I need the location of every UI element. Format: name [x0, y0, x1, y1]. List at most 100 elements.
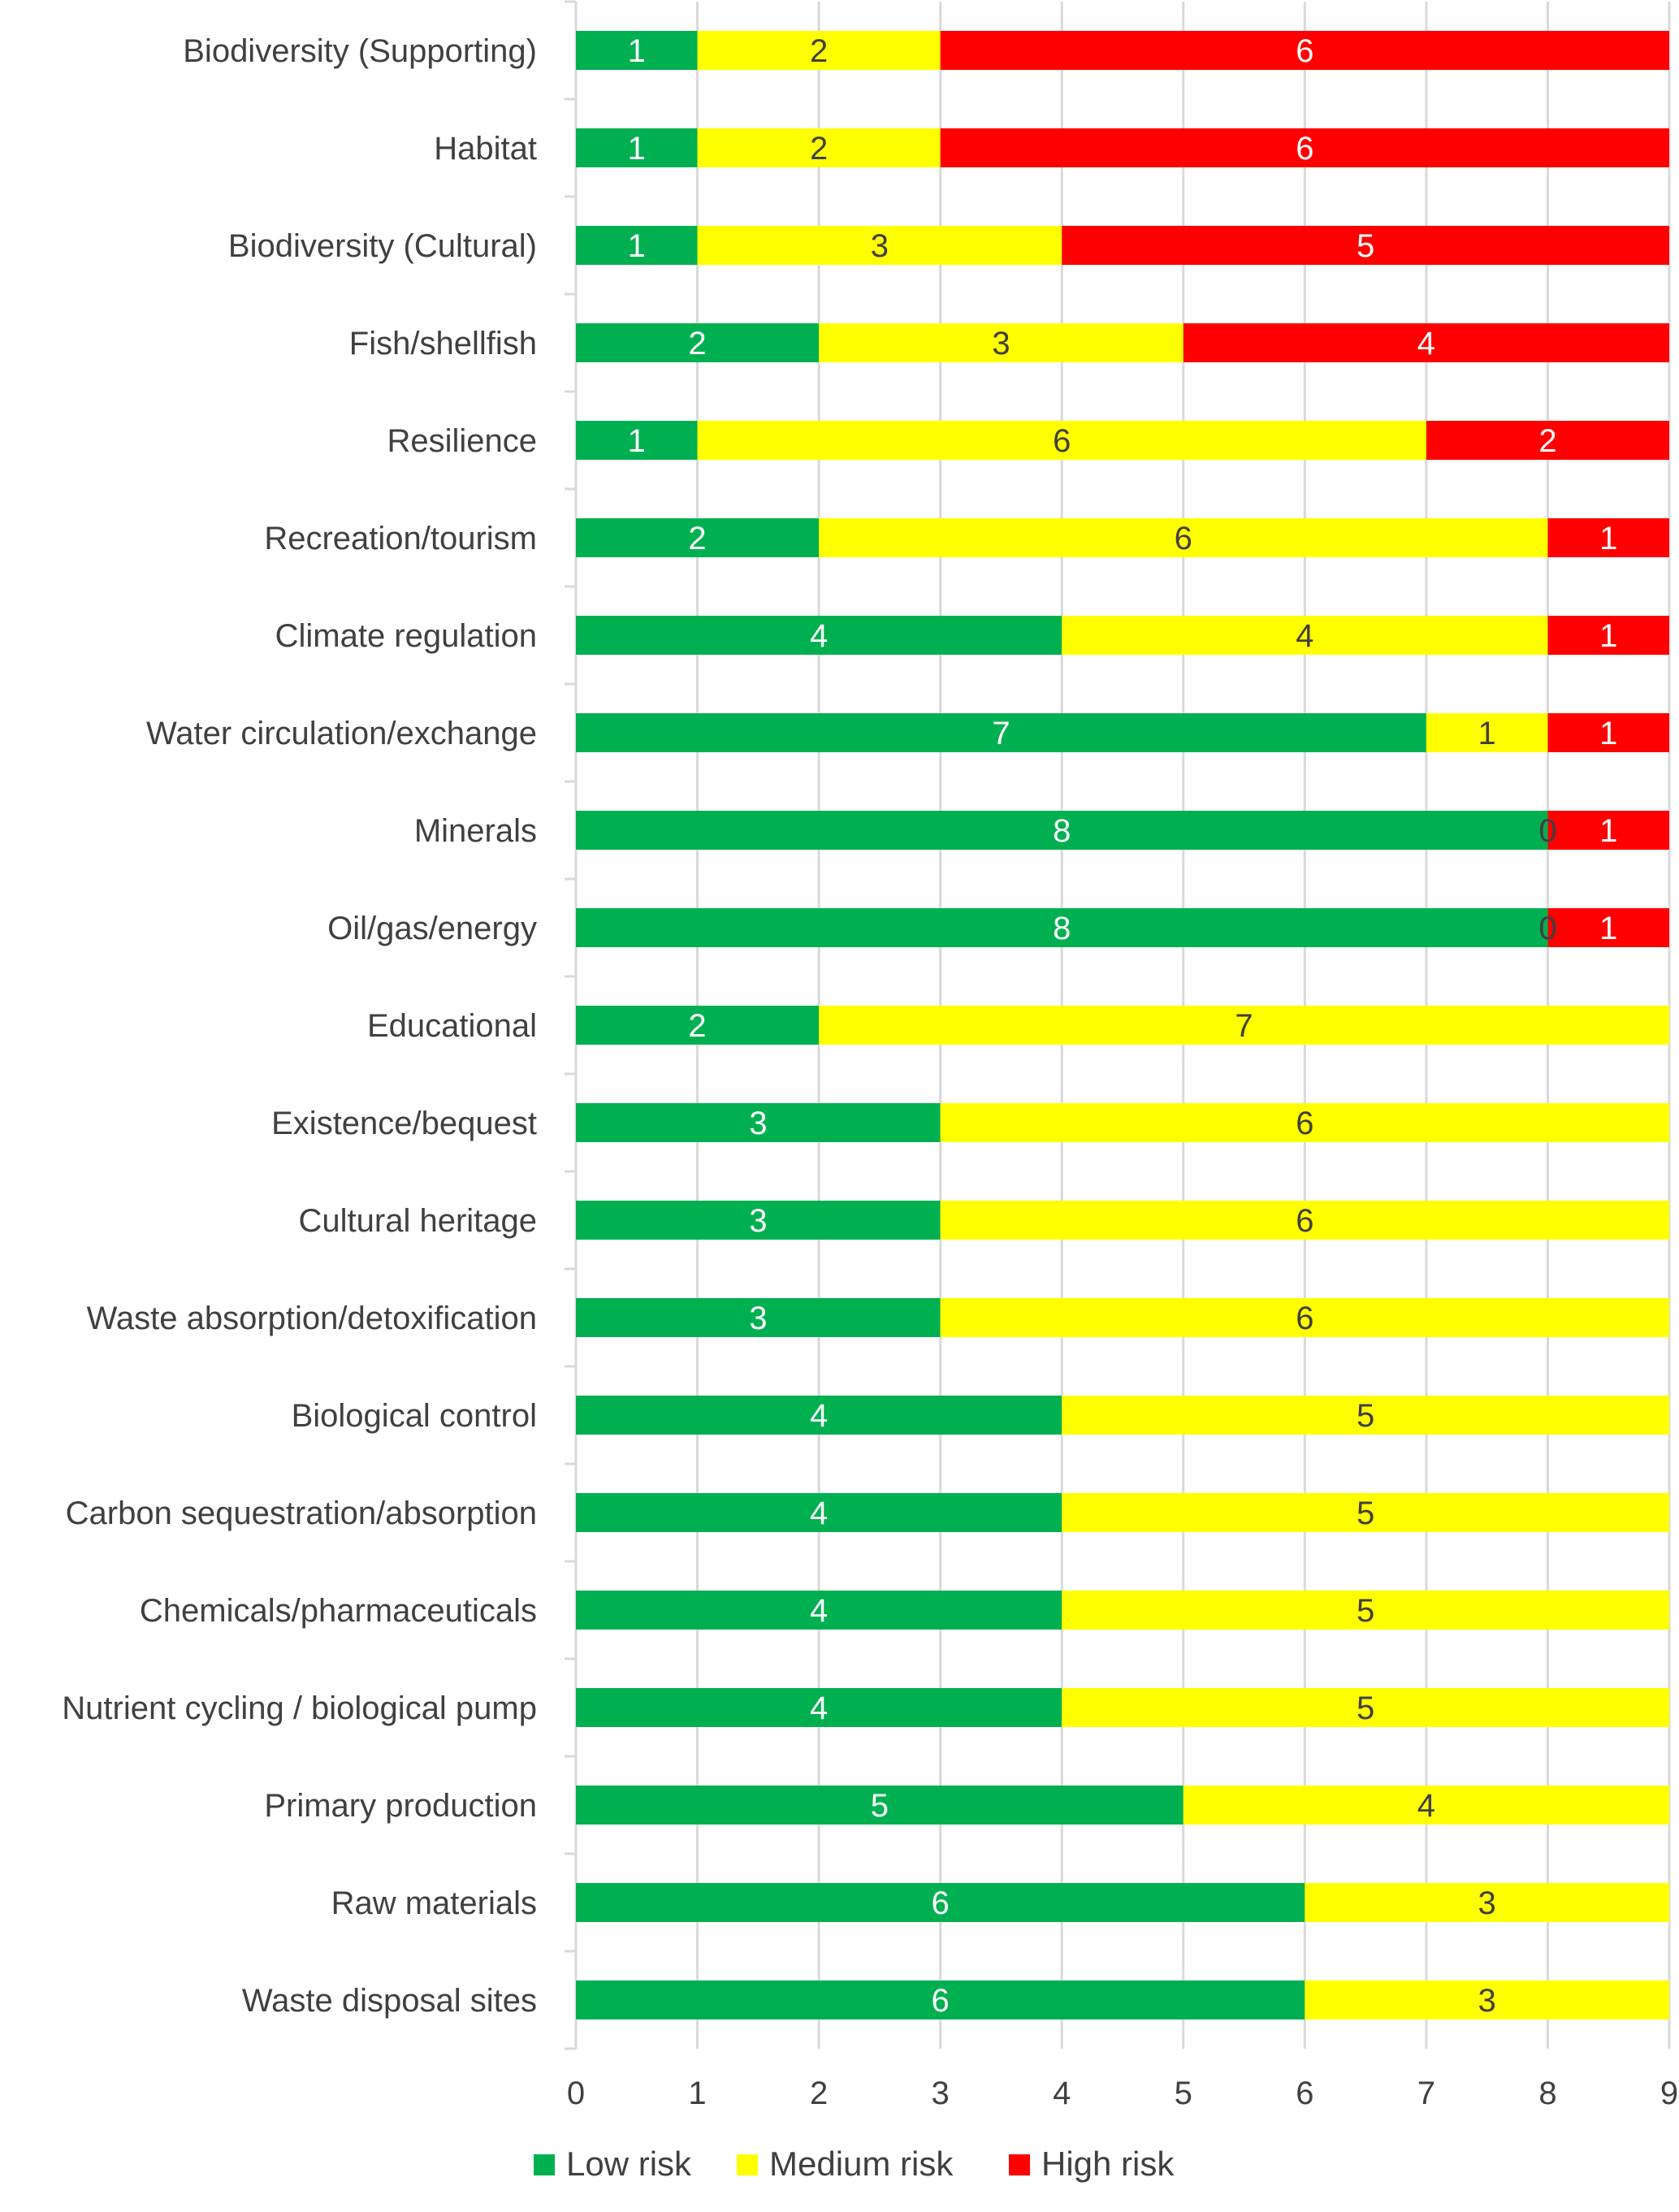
data-label: 6 [1296, 1106, 1313, 1141]
category-label: Water circulation/exchange [146, 716, 537, 751]
bar-low-risk [576, 1103, 941, 1142]
data-label: 2 [810, 33, 828, 69]
bar-low-risk [576, 1006, 820, 1045]
bars [576, 31, 1669, 2019]
bar-medium-risk [1305, 1980, 1669, 2019]
bar-medium-risk [940, 1298, 1669, 1337]
bar-high-risk [1547, 616, 1669, 655]
data-label: 4 [1417, 1788, 1435, 1824]
bar-low-risk [576, 1883, 1305, 1922]
x-tick-label: 0 [567, 2076, 585, 2111]
bar-low-risk [576, 1396, 1062, 1435]
data-label: 4 [1417, 326, 1435, 361]
category-label: Habitat [434, 131, 537, 167]
category-label: Recreation/tourism [264, 521, 537, 556]
bar-low-risk [576, 1201, 941, 1240]
data-label: 1 [628, 131, 646, 167]
bar-medium-risk [697, 31, 941, 70]
category-label: Biological control [292, 1398, 537, 1434]
legend-swatch [1009, 2154, 1030, 2175]
bar-low-risk [576, 1688, 1062, 1727]
data-label: 2 [688, 521, 706, 556]
bar-medium-risk [1062, 1396, 1669, 1435]
data-label: 1 [628, 228, 646, 264]
x-axis-tick-labels: 0 1 2 3 4 5 6 7 8 9 [567, 2076, 1678, 2111]
data-label: 6 [1296, 131, 1313, 167]
bar-low-risk [576, 1786, 1184, 1825]
category-label: Nutrient cycling / biological pump [62, 1690, 537, 1726]
data-label: 4 [810, 1398, 828, 1434]
x-tick-label: 8 [1538, 2076, 1556, 2111]
data-label: 5 [1357, 1593, 1374, 1629]
bar-medium-risk [1305, 1883, 1669, 1922]
legend: Low risk Medium risk High risk [534, 2145, 1175, 2183]
data-label: 3 [749, 1106, 767, 1141]
x-tick-label: 9 [1660, 2076, 1678, 2111]
x-tick-label: 3 [932, 2076, 950, 2111]
x-tick-label: 7 [1417, 2076, 1435, 2111]
bar-medium-risk [819, 518, 1548, 557]
bar-low-risk [576, 1298, 941, 1337]
bar-medium-risk [1183, 1786, 1669, 1825]
data-label: 2 [1538, 423, 1556, 459]
bar-low-risk [576, 31, 698, 70]
data-label: 3 [1478, 1885, 1496, 1921]
legend-label: High risk [1041, 2145, 1175, 2183]
bar-low-risk [576, 518, 820, 557]
data-label: 6 [932, 1885, 950, 1921]
category-label: Educational [367, 1008, 537, 1044]
data-label: 5 [871, 1788, 889, 1824]
bar-medium-risk [940, 1201, 1669, 1240]
bar-high-risk [1547, 713, 1669, 752]
bar-medium-risk [1062, 1688, 1669, 1727]
data-label: 6 [1296, 1203, 1313, 1239]
bar-medium-risk [819, 1006, 1669, 1045]
x-tick-label: 5 [1175, 2076, 1192, 2111]
bar-medium-risk [1062, 1493, 1669, 1532]
data-label: 6 [1175, 521, 1192, 556]
bar-high-risk [1062, 226, 1669, 265]
bar-high-risk [1426, 421, 1669, 460]
category-label: Primary production [264, 1788, 537, 1824]
data-label: 6 [1296, 33, 1313, 69]
x-tick-label: 6 [1296, 2076, 1313, 2111]
data-label: 6 [1053, 423, 1071, 459]
bar-medium-risk [697, 226, 1062, 265]
category-label: Chemicals/pharmaceuticals [140, 1593, 537, 1629]
data-label: 2 [810, 131, 828, 167]
bar-low-risk [576, 1980, 1305, 2019]
bar-medium-risk [697, 128, 941, 167]
legend-swatch [737, 2154, 758, 2175]
bar-medium-risk [1062, 1591, 1669, 1630]
data-label: 8 [1053, 813, 1071, 849]
data-label: 5 [1357, 1496, 1374, 1531]
bar-medium-risk [697, 421, 1426, 460]
data-label: 5 [1357, 1398, 1374, 1434]
bar-low-risk [576, 713, 1426, 752]
data-label: 0 [1538, 813, 1556, 849]
category-label: Oil/gas/energy [327, 911, 537, 946]
category-label: Carbon sequestration/absorption [66, 1496, 537, 1531]
data-label: 5 [1357, 228, 1374, 264]
data-label: 1 [1599, 521, 1617, 556]
legend-label: Medium risk [769, 2145, 954, 2183]
bar-low-risk [576, 1493, 1062, 1532]
category-label: Minerals [414, 813, 537, 849]
bar-high-risk [1547, 518, 1669, 557]
category-label: Biodiversity (Cultural) [228, 228, 537, 264]
data-label: 6 [932, 1983, 950, 2019]
legend-label: Low risk [566, 2145, 692, 2183]
data-label: 7 [992, 716, 1010, 751]
data-label: 0 [1538, 911, 1556, 946]
data-label: 1 [1599, 618, 1617, 654]
category-label: Existence/bequest [271, 1106, 537, 1141]
data-label: 1 [628, 33, 646, 69]
data-label: 1 [1599, 716, 1617, 751]
data-label: 2 [688, 326, 706, 361]
data-label: 7 [1235, 1008, 1253, 1044]
data-label: 4 [810, 1496, 828, 1531]
bar-high-risk [1547, 811, 1669, 850]
bar-low-risk [576, 616, 1062, 655]
data-label: 3 [992, 326, 1010, 361]
data-label: 1 [1599, 813, 1617, 849]
